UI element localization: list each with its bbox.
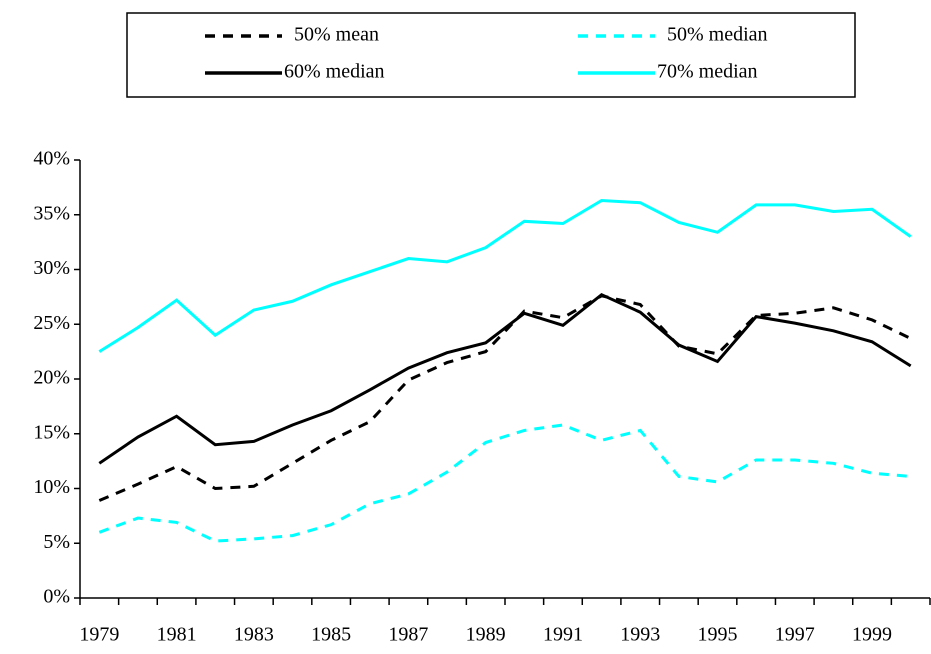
x-tick-label: 1985	[311, 624, 351, 646]
y-tick-label: 30%	[33, 257, 70, 279]
y-tick-label: 35%	[33, 202, 70, 224]
x-tick-label: 1983	[234, 624, 274, 646]
y-tick-label: 5%	[43, 531, 70, 553]
x-tick-label: 1999	[852, 624, 892, 646]
x-tick-label: 1979	[79, 624, 119, 646]
x-tick-label: 1989	[466, 624, 506, 646]
x-tick-label: 1997	[775, 624, 815, 646]
x-tick-label: 1991	[543, 624, 583, 646]
y-tick-label: 20%	[33, 367, 70, 389]
y-tick-label: 40%	[33, 148, 70, 170]
y-tick-label: 0%	[43, 586, 70, 608]
x-tick-label: 1987	[388, 624, 428, 646]
y-tick-label: 25%	[33, 312, 70, 334]
legend-box	[126, 12, 856, 98]
x-tick-label: 1995	[698, 624, 738, 646]
legend-label: 70% median	[657, 61, 758, 83]
legend-label: 60% median	[284, 61, 385, 83]
series-line	[98, 198, 912, 353]
series-line	[98, 423, 911, 543]
legend-label: 50% mean	[294, 24, 379, 46]
series-line	[98, 292, 912, 465]
legend-label: 50% median	[667, 24, 768, 46]
series-line	[98, 294, 912, 502]
x-tick-label: 1981	[157, 624, 197, 646]
y-tick-label: 15%	[33, 421, 70, 443]
x-tick-label: 1993	[620, 624, 660, 646]
y-tick-label: 10%	[33, 476, 70, 498]
